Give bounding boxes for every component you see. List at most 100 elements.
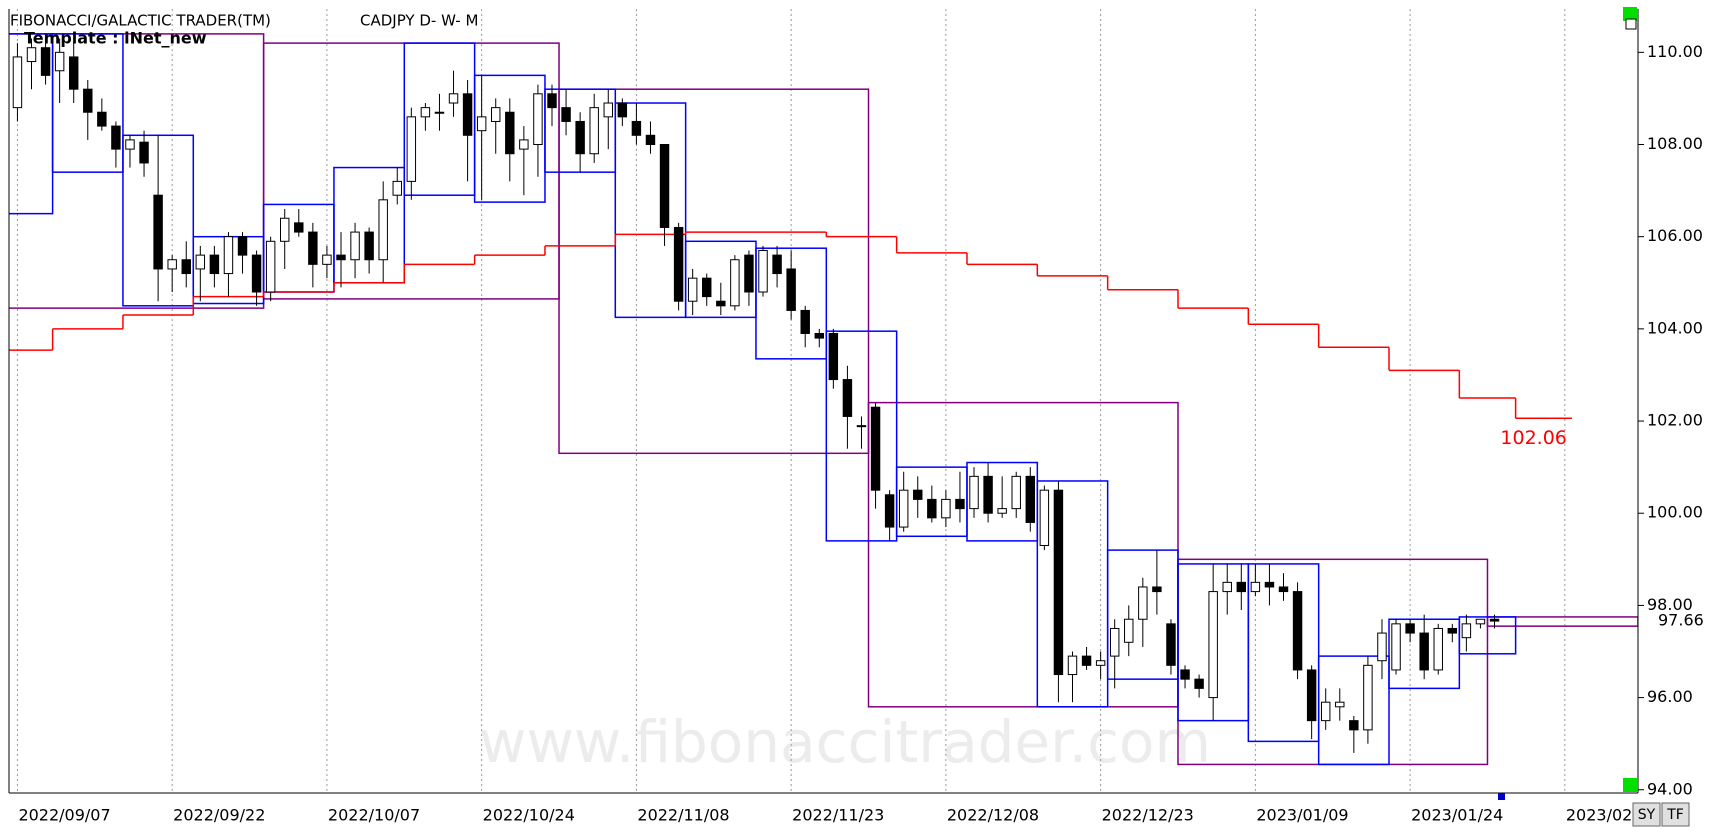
- candle-body: [744, 254, 754, 293]
- candle-body: [1363, 664, 1373, 731]
- cursor-marker: [1498, 793, 1505, 800]
- x-tick-label: 2022/10/07: [328, 806, 420, 825]
- ma-value-label: 102.06: [1500, 427, 1566, 449]
- candle-body: [1180, 669, 1190, 680]
- candle-body: [1419, 632, 1429, 671]
- y-tick-label: 102.00: [1647, 411, 1703, 430]
- toolbar-button-label[interactable]: TF: [1666, 807, 1684, 823]
- candle-body: [195, 254, 206, 270]
- candle-body: [392, 180, 402, 196]
- candle-body: [786, 268, 796, 311]
- price-label-box: [1640, 610, 1720, 633]
- candle-body: [111, 125, 121, 150]
- axes: [8, 9, 1639, 794]
- candle-body: [1011, 475, 1021, 510]
- candle-body: [12, 56, 23, 109]
- candle-body: [1208, 591, 1218, 699]
- candle-body: [772, 254, 782, 275]
- candle-body: [1306, 669, 1317, 722]
- candle-body: [1081, 655, 1092, 666]
- candle-body: [659, 144, 670, 228]
- toolbar-button[interactable]: [1661, 802, 1690, 827]
- candle-body: [350, 231, 360, 261]
- x-tick-label: 2023/01/09: [1256, 806, 1348, 825]
- weekly-box: [825, 330, 898, 542]
- candle-body: [828, 332, 839, 381]
- candle-body: [1433, 627, 1443, 671]
- candle-body: [97, 111, 107, 127]
- candle-body: [1095, 660, 1106, 666]
- weekly-box: [1247, 563, 1320, 743]
- candle-body: [1264, 581, 1275, 588]
- y-tick-label: 108.00: [1647, 134, 1703, 153]
- candle-body: [26, 47, 37, 63]
- candle-body: [1335, 701, 1345, 708]
- candle-body: [1320, 701, 1331, 722]
- candle-body: [730, 259, 740, 307]
- candle-body: [645, 134, 656, 146]
- toolbar-button-label[interactable]: SY: [1638, 807, 1656, 823]
- candle-body: [1447, 627, 1458, 634]
- corner-marker: [1623, 778, 1637, 792]
- candle-body: [139, 141, 149, 164]
- candle-body: [280, 217, 290, 242]
- candle-body: [687, 277, 698, 302]
- candle-body: [519, 139, 529, 150]
- corner-marker: [1623, 7, 1637, 21]
- monthly-box: [558, 88, 870, 455]
- candle-body: [561, 107, 571, 122]
- candle-body: [1278, 586, 1289, 593]
- x-tick-label: 2022/11/23: [792, 806, 884, 825]
- y-tick-label: 110.00: [1647, 42, 1703, 61]
- y-tick-label: 96.00: [1647, 687, 1693, 706]
- candle-body: [364, 231, 374, 261]
- candle-body: [420, 107, 431, 118]
- weekly-box: [614, 102, 687, 319]
- candle-body: [617, 102, 628, 118]
- candle-body: [1039, 489, 1050, 546]
- candle-body: [533, 93, 543, 146]
- y-tick-label: 98.00: [1647, 595, 1693, 614]
- candle-body: [54, 51, 65, 72]
- candle-body: [927, 498, 937, 519]
- candle-body: [1053, 489, 1064, 676]
- candle-body: [1166, 623, 1176, 666]
- candle-body: [294, 222, 304, 233]
- template: Template : iNet_new: [24, 29, 207, 48]
- candle-body: [589, 107, 599, 155]
- candle-body: [434, 111, 445, 114]
- weekly-box: [51, 33, 124, 173]
- candle-body: [1109, 627, 1120, 657]
- candle-body: [1391, 623, 1401, 671]
- watermark: www.fibonaccitrader.com: [479, 708, 1211, 776]
- corner-icon: [1625, 18, 1637, 30]
- candle-body: [209, 254, 220, 275]
- candle-body: [237, 236, 248, 256]
- candle-body: [336, 254, 346, 261]
- candle-body: [631, 120, 642, 136]
- candle-body: [969, 475, 979, 510]
- candle-body: [983, 475, 993, 514]
- y-tick-label: 104.00: [1647, 318, 1703, 337]
- weekly-box: [1317, 655, 1390, 766]
- candle-body: [941, 498, 951, 519]
- candle-body: [251, 254, 262, 293]
- candle-body: [476, 116, 487, 132]
- candle-body: [1025, 475, 1036, 523]
- x-tick-label: 2022/09/22: [173, 806, 265, 825]
- plot-area: www.fibonaccitrader.com 102.06: [9, 9, 1638, 793]
- candle-body: [898, 489, 909, 528]
- candle-body: [603, 102, 613, 118]
- toolbar-button[interactable]: [1632, 802, 1661, 827]
- candle-body: [1222, 581, 1232, 593]
- candle-body: [1236, 581, 1247, 593]
- candle-body: [1124, 618, 1134, 643]
- candle-body: [1475, 618, 1486, 625]
- candle-body: [462, 93, 473, 136]
- symbol: CADJPY D- W- M: [360, 12, 478, 30]
- candle-body: [308, 231, 318, 265]
- current-price: 97.66: [1658, 611, 1704, 630]
- app-title: FIBONACCI/GALACTIC TRADER(TM): [10, 12, 271, 30]
